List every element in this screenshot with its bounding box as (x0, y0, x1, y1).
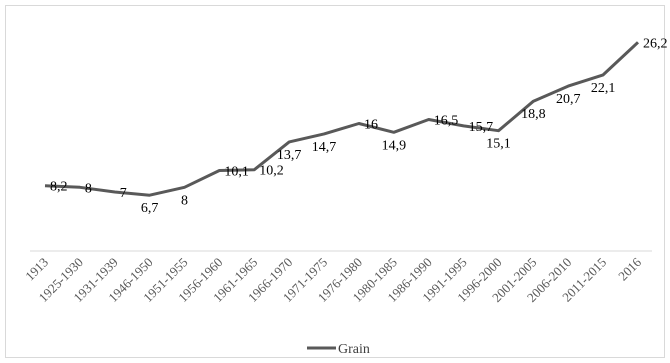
data-label: 26,2 (643, 36, 668, 51)
data-label: 18,8 (521, 107, 546, 122)
data-label: 22,1 (591, 81, 616, 96)
legend-label-grain: Grain (338, 342, 370, 357)
data-label: 10,2 (259, 164, 284, 179)
data-label: 8 (85, 181, 92, 196)
data-label: 8 (181, 193, 188, 208)
x-axis-tick-labels: 19131925-19301931-19391946-19501951-1955… (22, 254, 644, 305)
data-label: 7 (120, 186, 127, 201)
data-label: 6,7 (141, 201, 159, 216)
data-label: 20,7 (556, 92, 581, 107)
data-label: 16,5 (434, 114, 459, 129)
data-labels: 8,2 8 7 6,7 8 10,1 10,213,7 14,7 16 14,9 16,5 15,7 1… (50, 36, 668, 216)
legend: Grain (307, 342, 370, 357)
data-label: 14,7 (312, 140, 337, 155)
data-label: 15,1 (486, 137, 511, 152)
data-label: 14,9 (382, 138, 407, 153)
chart-frame (5, 5, 665, 358)
data-label: 10,1 (224, 165, 249, 180)
x-tick-label: 2016 (615, 254, 644, 283)
x-tick-label: 1913 (22, 255, 51, 284)
data-label: 13,7 (277, 148, 302, 163)
data-label: 8,2 (50, 180, 68, 195)
data-label: 16 (364, 118, 378, 133)
series-line-grain (44, 41, 640, 197)
data-label: 15,7 (469, 120, 494, 135)
